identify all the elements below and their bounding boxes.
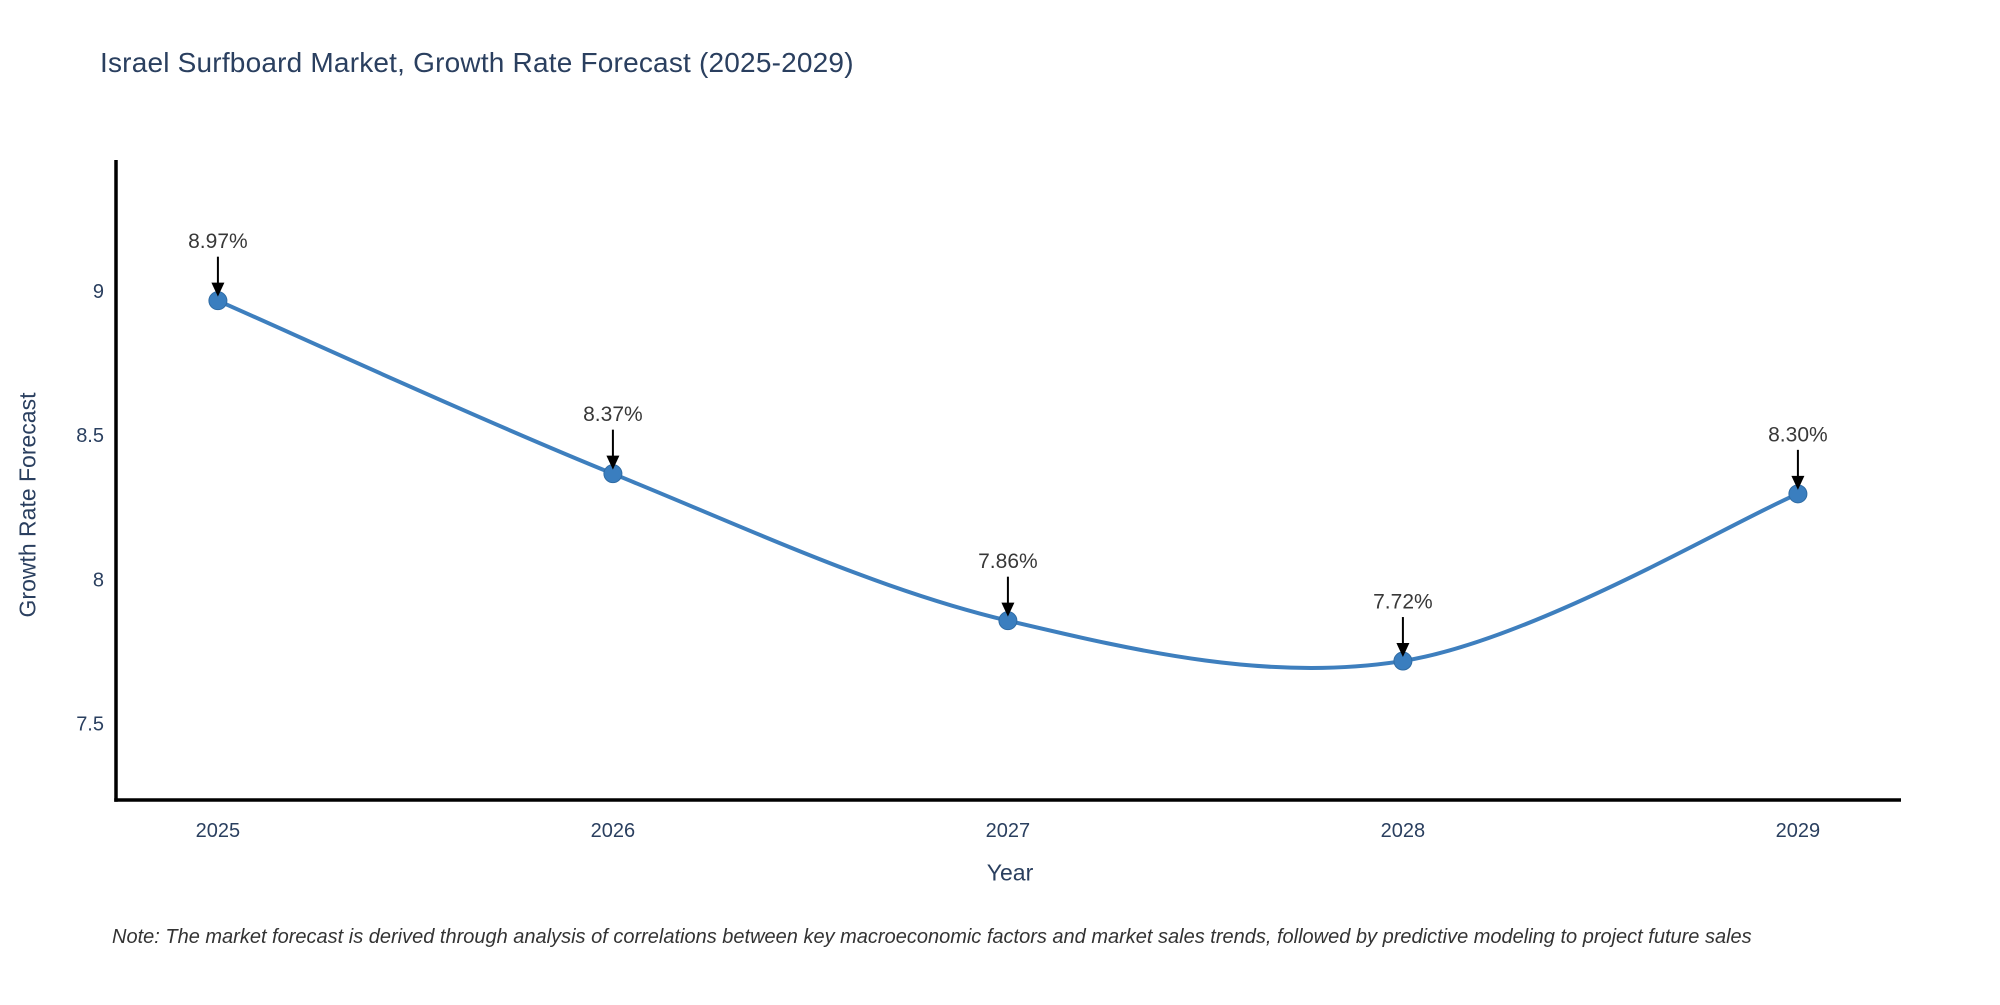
y-tick-label: 8 [93,569,104,591]
point-annotation-label: 7.72% [1373,591,1433,614]
y-tick-label: 8.5 [76,425,104,447]
point-annotation-label: 8.37% [583,403,643,426]
x-tick-label: 2025 [196,820,241,842]
annotation-arrowhead-icon [211,282,225,297]
annotation-arrowhead-icon [1001,602,1015,617]
annotation-arrowhead-icon [1396,643,1410,658]
point-annotation-label: 8.30% [1768,423,1828,446]
x-tick-label: 2028 [1381,820,1426,842]
point-annotation-label: 8.97% [188,230,248,253]
footnote: Note: The market forecast is derived thr… [112,926,1752,948]
y-tick-label: 7.5 [76,713,104,735]
x-tick-label: 2027 [986,820,1031,842]
y-tick-label: 9 [93,281,104,303]
y-axis-title: Growth Rate Forecast [14,392,41,618]
annotation-arrowhead-icon [606,455,620,470]
annotation-arrowhead-icon [1791,475,1805,490]
x-tick-label: 2026 [591,820,636,842]
x-tick-label: 2029 [1776,820,1821,842]
x-axis-title: Year [986,859,1034,886]
point-annotation-label: 7.86% [978,550,1038,573]
chart-title: Israel Surfboard Market, Growth Rate For… [100,47,854,78]
